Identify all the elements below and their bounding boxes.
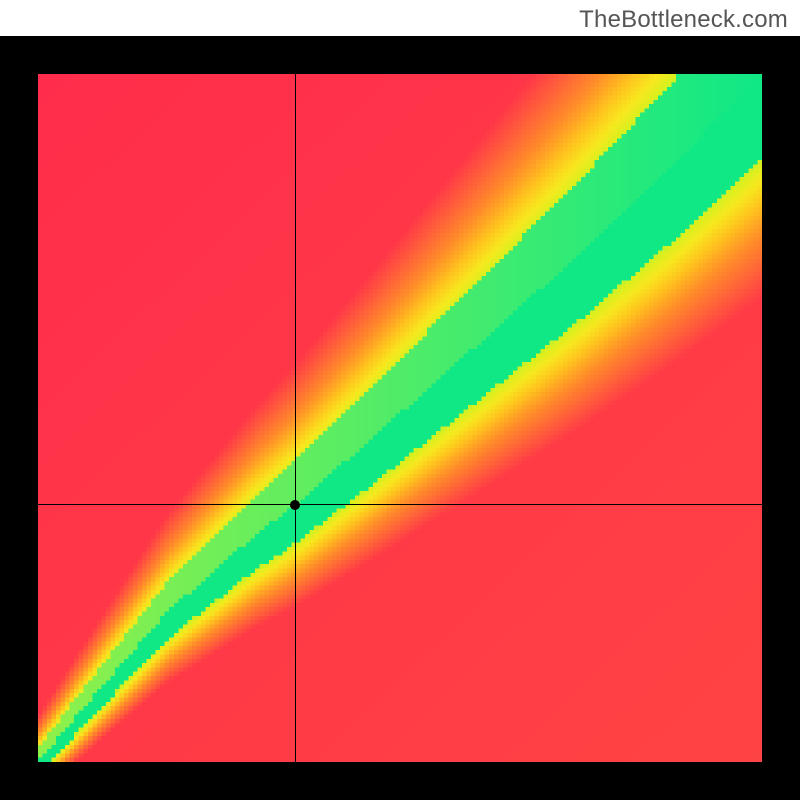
bottleneck-heatmap — [38, 74, 762, 762]
crosshair-horizontal — [38, 504, 762, 505]
crosshair-vertical — [295, 74, 296, 762]
crosshair-dot — [290, 500, 300, 510]
watermark-text: TheBottleneck.com — [579, 6, 788, 34]
